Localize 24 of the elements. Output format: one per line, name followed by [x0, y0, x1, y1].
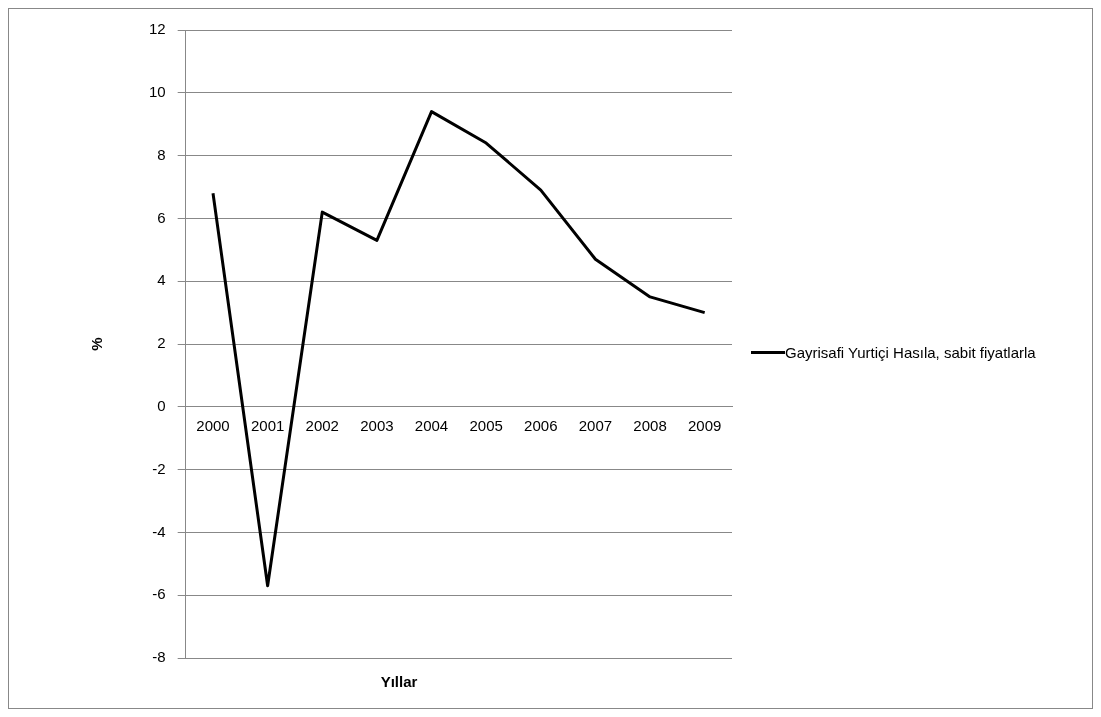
y-tick-label: 2 — [157, 334, 166, 352]
x-axis-title: Yıllar — [379, 673, 419, 690]
y-tick-label: 4 — [157, 271, 166, 289]
legend-label: Gayrisafi Yurtiçi Hasıla, sabit fiyatlarla — [785, 343, 1036, 363]
x-tick-label: 2007 — [578, 416, 613, 434]
y-tick-label: 8 — [157, 145, 166, 163]
y-tick-label: 6 — [157, 208, 166, 226]
y-tick-label: -6 — [152, 585, 166, 603]
x-tick-label: 2001 — [250, 416, 285, 434]
x-tick-label: 2004 — [414, 416, 449, 434]
x-tick-label: 2009 — [688, 416, 722, 434]
x-tick-label: 2008 — [633, 416, 667, 434]
y-tick-label: -2 — [152, 459, 166, 477]
x-tick-label: 2006 — [524, 416, 558, 434]
y-tick-label: -4 — [152, 522, 166, 540]
x-tick-label: 2002 — [305, 416, 339, 434]
x-tick-label: 2005 — [469, 416, 503, 434]
x-tick-label: 2003 — [360, 416, 394, 434]
y-axis-title: % — [88, 337, 106, 351]
x-tick-label: 2000 — [196, 416, 230, 434]
y-tick-label: 0 — [157, 396, 166, 414]
y-tick-label: -8 — [152, 648, 166, 666]
y-tick-label: 12 — [149, 20, 166, 38]
y-tick-label: 10 — [149, 82, 166, 100]
